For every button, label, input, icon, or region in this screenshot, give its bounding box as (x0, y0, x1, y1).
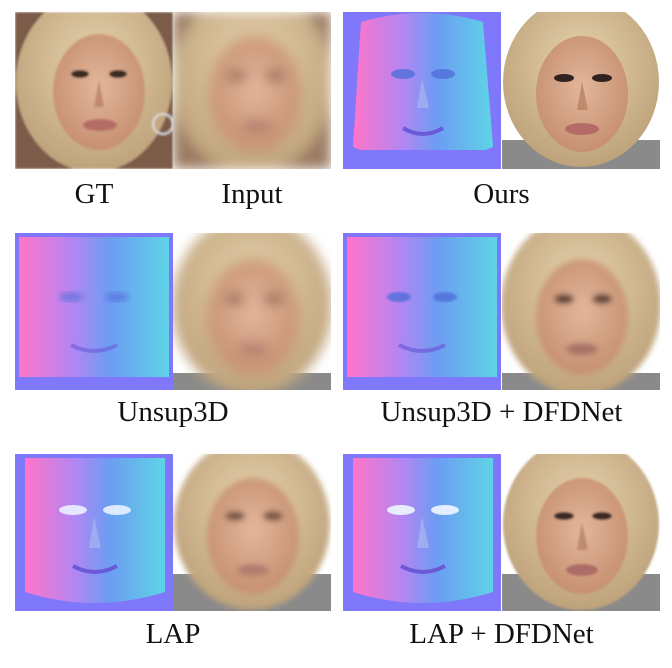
unsup3d-dfdnet-normal-map (343, 233, 501, 390)
caption-ours: Ours (473, 178, 530, 210)
lap-dfdnet-rendered-face (502, 454, 660, 611)
caption-gt: GT (74, 178, 114, 210)
caption-input: Input (221, 178, 283, 210)
lap-dfdnet-normal-map (343, 454, 501, 611)
caption-lap-dfdnet: LAP + DFDNet (409, 618, 594, 650)
caption-lap: LAP (145, 618, 201, 650)
caption-unsup3d: Unsup3D (117, 396, 229, 428)
unsup3d-dfdnet-rendered-face (502, 233, 660, 390)
gt-face-photo (15, 12, 173, 169)
input-low-res-photo (173, 12, 331, 169)
ours-rendered-face (502, 12, 660, 169)
unsup3d-rendered-face (173, 233, 331, 390)
ours-normal-map (343, 12, 501, 169)
caption-unsup3d-dfdnet: Unsup3D + DFDNet (380, 396, 623, 428)
lap-normal-map (15, 454, 173, 611)
lap-rendered-face (173, 454, 331, 611)
unsup3d-normal-map (15, 233, 173, 390)
